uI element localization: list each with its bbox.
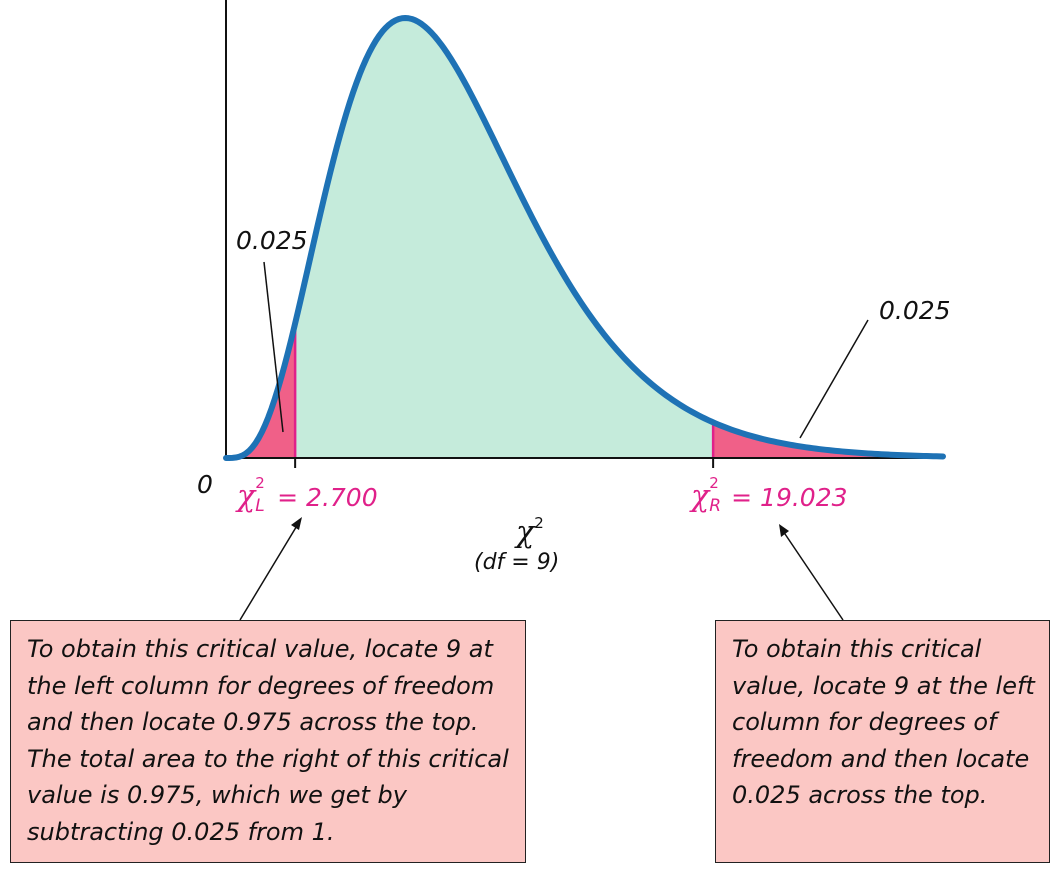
left-callout-box: To obtain this critical value, locate 9 … (10, 620, 526, 863)
chi-symbol: χ (516, 515, 535, 550)
origin-label: 0 (197, 470, 213, 499)
chi-symbol: χ (691, 479, 710, 514)
right-critical-value-text: = 19.023 (731, 483, 848, 512)
left-callout-arrowhead (291, 517, 302, 530)
left-area-pointer (263, 261, 284, 433)
left-critical-value-text: = 2.700 (277, 483, 378, 512)
right-area-pointer (799, 319, 869, 439)
right-tail-area (713, 422, 943, 458)
superscript: 2 (255, 474, 265, 492)
density-curve (223, 15, 946, 461)
left-callout-arrow-line (239, 523, 299, 621)
subscript: L (255, 496, 265, 516)
right-callout-box: To obtain this critical value, locate 9 … (715, 620, 1050, 863)
subscript: R (709, 496, 721, 516)
left-tail-area (226, 323, 296, 458)
superscript: 2 (534, 514, 544, 532)
right-callout-arrowhead (779, 524, 789, 537)
chi-symbol: χ (237, 479, 256, 514)
left-callout-text: To obtain this critical value, locate 9 … (27, 635, 509, 846)
left-tail-area-label: 0.025 (236, 226, 308, 255)
right-callout-arrow-line (782, 530, 844, 621)
df-label: (df = 9) (474, 550, 560, 575)
right-tail-area-label: 0.025 (879, 296, 951, 325)
right-callout-text: To obtain this critical value, locate 9 … (732, 635, 1035, 809)
superscript: 2 (709, 474, 719, 492)
middle-area (295, 18, 714, 458)
x-axis-label: χ2 (516, 516, 544, 548)
